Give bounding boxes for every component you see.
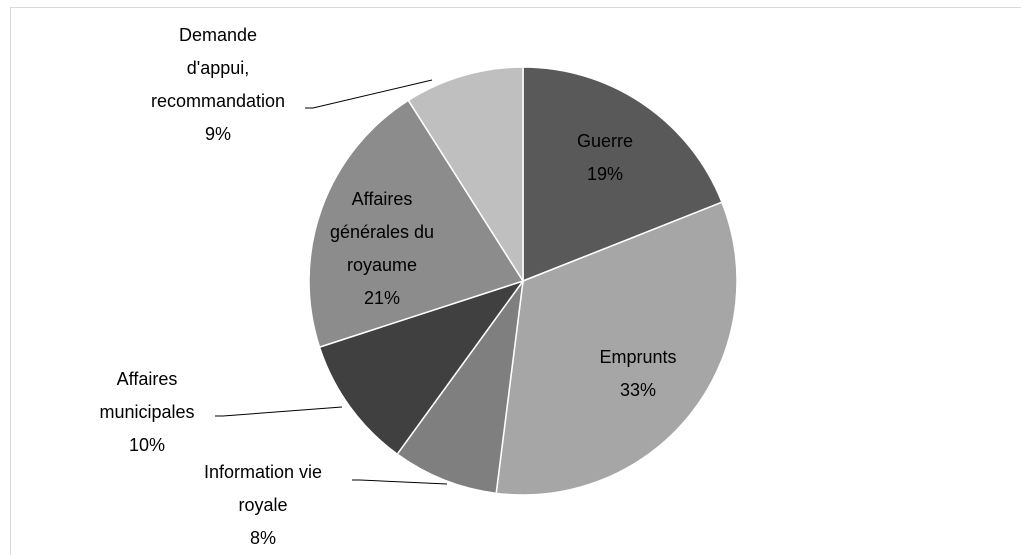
pie-slice: [495, 201, 738, 496]
slice-label: Information vie royale: [204, 462, 322, 515]
pie-slice: [308, 99, 525, 349]
slice-label: Guerre: [577, 131, 633, 151]
pie-slice: [396, 280, 524, 495]
leader-line: [352, 479, 448, 485]
slice-label: Affaires générales du royaume: [330, 189, 434, 275]
slice-value-label: 19%: [587, 164, 623, 184]
pie-slice: [318, 279, 525, 456]
slice-value-label: 33%: [620, 380, 656, 400]
slice-label: Emprunts: [599, 347, 676, 367]
slice-label: Affaires municipales: [99, 369, 194, 422]
slice-value-label: 21%: [364, 288, 400, 308]
pie-slice: [522, 66, 723, 283]
pie-slice: [407, 66, 524, 284]
leader-line: [215, 406, 343, 417]
slice-value-label: 10%: [129, 435, 165, 455]
slice-value-label: 8%: [250, 528, 276, 548]
leader-line: [305, 79, 433, 109]
slice-label: Demande d'appui, recommandation: [151, 25, 285, 111]
slice-value-label: 9%: [205, 124, 231, 144]
